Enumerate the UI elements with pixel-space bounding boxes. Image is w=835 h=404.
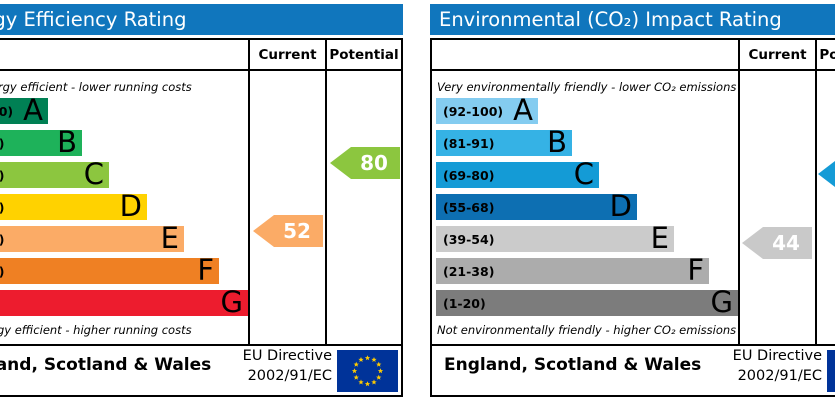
band-range-label: (39-54) (0, 226, 4, 252)
energy-efficiency-chart: Energy Efficiency Rating Current Potenti… (0, 4, 403, 397)
band-letter: C (573, 157, 594, 191)
eu-directive-line1: EU Directive (732, 348, 822, 364)
energy-top-caption: Very energy efficient - lower running co… (0, 80, 192, 94)
band-range-label: (21-38) (443, 264, 495, 279)
column-divider (738, 40, 740, 346)
environment-potential-rating-arrow (818, 158, 835, 190)
band-letter: D (119, 189, 142, 223)
eu-directive-line1: EU Directive (242, 348, 332, 364)
environment-band-f: (21-38) F (436, 254, 709, 286)
column-divider (815, 40, 817, 346)
environmental-impact-chart: Environmental (CO₂) Impact Rating Curren… (430, 4, 835, 397)
environment-band-b: (81-91) B (436, 126, 572, 158)
band-range-label: (55-68) (443, 200, 495, 215)
environment-current-column-header: Current (748, 47, 807, 63)
band-range-label: (21-38) (0, 258, 4, 284)
band-letter: B (57, 125, 77, 159)
band-letter: A (513, 93, 533, 127)
environment-band-c: (69-80) C (436, 158, 599, 190)
environment-chart-title: Environmental (CO₂) Impact Rating (430, 4, 835, 35)
environment-band-e: (39-54) E (436, 222, 674, 254)
band-range-label: (92-100) (443, 104, 504, 119)
energy-potential-rating-arrow: 80 (330, 147, 400, 179)
environment-chart-table: Current Potential Very environmentally f… (430, 38, 835, 397)
band-letter: G (710, 285, 733, 319)
energy-band-a: (92-100) A (0, 94, 48, 126)
header-divider (432, 69, 835, 71)
eu-directive-line2: 2002/91/EC (737, 367, 822, 384)
band-letter: E (160, 221, 179, 255)
eu-flag-icon (827, 350, 835, 392)
band-range-label: (55-68) (0, 194, 4, 220)
region-label: England, Scotland & Wales (0, 355, 212, 375)
band-range-label: (69-80) (443, 168, 495, 183)
energy-band-b: (81-91) B (0, 126, 82, 158)
band-letter: G (220, 285, 243, 319)
energy-band-c: (69-80) C (0, 158, 109, 190)
energy-band-e: (39-54) E (0, 222, 184, 254)
band-letter: E (650, 221, 669, 255)
region-label: England, Scotland & Wales (444, 355, 702, 375)
column-divider (325, 40, 327, 346)
band-range-label: (39-54) (443, 232, 495, 247)
environment-potential-column-header: Potential (819, 47, 835, 63)
band-letter: D (609, 189, 632, 223)
energy-band-g: (1-20) G (0, 286, 248, 318)
energy-chart-table: Current Potential Very energy efficient … (0, 38, 403, 397)
environment-band-d: (55-68) D (436, 190, 637, 222)
band-range-label: (1-20) (443, 296, 486, 311)
environment-current-rating-arrow: 44 (742, 227, 812, 259)
environment-band-a: (92-100) A (436, 94, 538, 126)
energy-bottom-caption: Not energy efficient - higher running co… (0, 323, 192, 337)
energy-current-rating-arrow: 52 (253, 215, 323, 247)
energy-current-column-header: Current (258, 47, 317, 63)
footer-divider (432, 344, 835, 346)
header-divider (0, 69, 401, 71)
environment-band-g: (1-20) G (436, 286, 738, 318)
band-range-label: (69-80) (0, 162, 4, 188)
band-letter: F (687, 253, 704, 287)
footer-divider (0, 344, 401, 346)
energy-potential-column-header: Potential (329, 47, 399, 63)
band-range-label: (92-100) (0, 104, 14, 119)
environment-top-caption: Very environmentally friendly - lower CO… (437, 80, 737, 94)
band-letter: A (23, 93, 43, 127)
environment-bottom-caption: Not environmentally friendly - higher CO… (437, 323, 737, 337)
band-letter: C (83, 157, 104, 191)
eu-directive-line2: 2002/91/EC (247, 367, 332, 384)
eu-directive-label: EU Directive 2002/91/EC (632, 347, 822, 386)
band-letter: F (197, 253, 214, 287)
energy-band-f: (21-38) F (0, 254, 219, 286)
energy-band-d: (55-68) D (0, 190, 147, 222)
band-range-label: (81-91) (443, 136, 495, 151)
band-letter: B (547, 125, 567, 159)
band-range-label: (81-91) (0, 130, 4, 156)
eu-directive-label: EU Directive 2002/91/EC (142, 347, 332, 386)
column-divider (248, 40, 250, 346)
eu-flag-icon (337, 350, 398, 392)
energy-chart-title: Energy Efficiency Rating (0, 4, 403, 35)
